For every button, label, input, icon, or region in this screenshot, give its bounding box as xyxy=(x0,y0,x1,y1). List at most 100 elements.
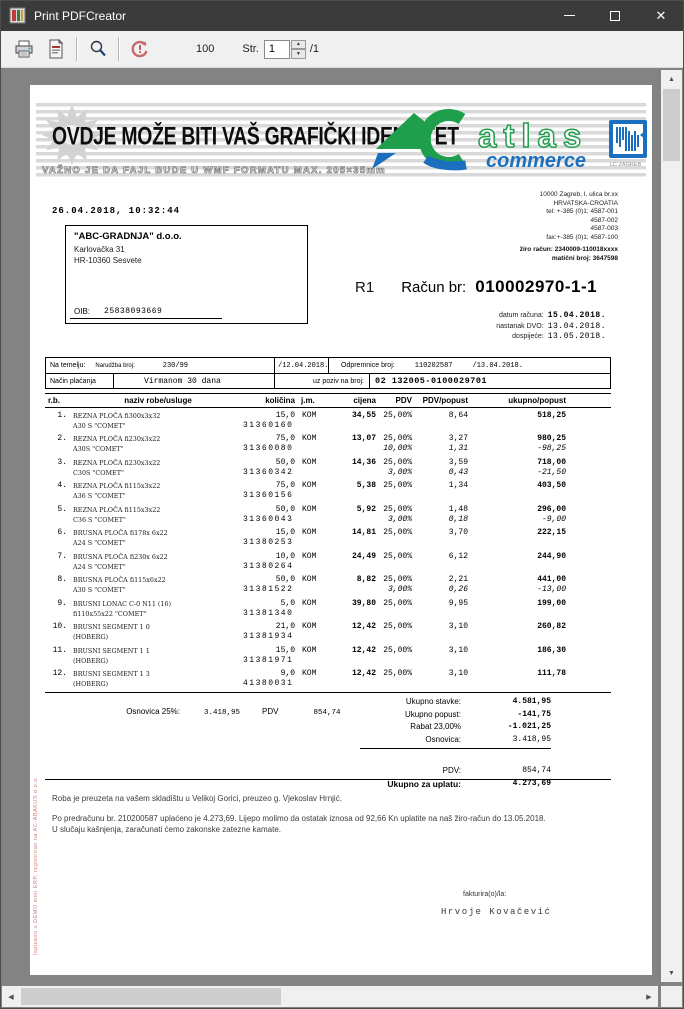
minimize-icon xyxy=(563,15,575,16)
totals-value: -1.021,25 xyxy=(507,722,551,732)
item-pdv-amount: 3,10 xyxy=(448,622,468,631)
invoice-date-row: nastanak DVO: 13.04.2018. xyxy=(496,322,606,333)
seller-address-line: HRVATSKA-CROATIA xyxy=(553,199,618,207)
scroll-left-icon[interactable]: ◀ xyxy=(2,986,20,1007)
print-button[interactable] xyxy=(12,37,36,61)
item-discount-amount xyxy=(412,632,468,642)
grand-total-rule xyxy=(45,779,611,780)
minimize-button[interactable] xyxy=(546,0,592,31)
table-row: 12. BRUSNI SEGMENT 1 3 9,0 KOM 12,42 25,00% 3,… xyxy=(45,667,611,691)
table-row: 6. BRUSNA PLOČA fi178x 6x22 15,0 KOM 14,81 25… xyxy=(45,526,611,550)
item-total: 441,00 xyxy=(537,575,566,584)
item-price: 14,36 xyxy=(351,457,376,467)
header-naziv: naziv robe/usluge xyxy=(124,396,192,405)
note-paragraph: Po predračunu br. 210200587 uplaćeno je … xyxy=(52,813,546,823)
item-jm: KOM xyxy=(302,528,317,537)
item-main-line: 12. BRUSNI SEGMENT 1 3 9,0 KOM 12,42 25,00% 3,… xyxy=(45,669,611,679)
magnifier-icon xyxy=(90,40,106,57)
item-discount-pdv xyxy=(376,632,412,642)
item-discount-amount xyxy=(412,562,468,572)
item-pdv-amount: 3,10 xyxy=(448,669,468,678)
item-main-line: 5. REZNA PLOČA fi115x3x22 50,0 KOM 5,92 25,00… xyxy=(45,505,611,515)
print-datetime: 26.04.2018, 10:32:44 xyxy=(52,206,181,216)
item-name: BRUSNI LONAC C-0 N11 (16) xyxy=(73,599,172,608)
item-rb: 2. xyxy=(57,434,67,443)
seller-address: 10000 Zagreb, I. ulica br.xx HRVATSKA-CRO… xyxy=(540,191,618,242)
vertical-scrollbar[interactable]: ▲ ▼ xyxy=(661,70,682,982)
odpremnica-date: /13.04.2018. xyxy=(472,361,523,370)
notes: Roba je preuzeta na vašem skladištu u Ve… xyxy=(52,794,604,836)
scroll-right-icon[interactable]: ▶ xyxy=(640,986,658,1007)
odpremnica-label: Odpremnice broj: xyxy=(341,362,395,369)
table-row: 2. REZNA PLOČA fi230x3x22 75,0 KOM 13,07 25,0… xyxy=(45,432,611,456)
item-total: 244,90 xyxy=(537,551,566,561)
item-discount-amount xyxy=(412,421,468,431)
item-qty: 75,0 xyxy=(275,481,295,490)
item-total: 260,82 xyxy=(537,622,566,631)
item-jm: KOM xyxy=(302,575,317,584)
item-discount-total xyxy=(468,491,566,501)
item-main-line: 1. REZNA PLOČA fi300x3x32 15,0 KOM 34,55 25,0… xyxy=(45,411,611,421)
page-spinner-up-icon[interactable]: ▲ xyxy=(290,39,306,49)
item-discount-pdv: 3,00% xyxy=(387,585,412,594)
item-discount-total xyxy=(468,562,566,572)
item-sub-line: A24 S "COMET" 31380264 xyxy=(45,562,611,572)
reference-row-payment: Način plaćanja Virmanom 30 dana uz poziv… xyxy=(46,373,610,388)
horizontal-scrollbar-thumb[interactable] xyxy=(21,988,281,1005)
seller-address-line: 4587-003 xyxy=(590,225,618,232)
item-discount-pdv: 3,00% xyxy=(387,514,412,524)
page-spinner-down-icon[interactable]: ▼ xyxy=(290,49,306,59)
export-pdf-button[interactable] xyxy=(44,37,68,61)
totals-row: Ukupno stavke: 4.581,95 xyxy=(311,696,551,709)
horizontal-scrollbar[interactable]: ◀ ▶ xyxy=(2,986,658,1007)
item-name: REZNA PLOČA fi230x3x22 xyxy=(73,435,161,443)
item-jm: KOM xyxy=(302,481,317,490)
invoice-number-row: R1 Račun br: 010002970-1-1 xyxy=(355,277,597,297)
invoice-date-row: dospijeće: 13.05.2018. xyxy=(496,332,606,343)
page-input[interactable] xyxy=(263,39,290,59)
item-price: 12,42 xyxy=(351,669,376,678)
item-discount-amount xyxy=(412,491,468,501)
item-pdv-amount: 1,34 xyxy=(448,481,468,490)
logo-triangle-icon xyxy=(376,113,424,149)
item-pdv-amount: 1,48 xyxy=(448,504,468,514)
item-rb: 11. xyxy=(52,645,67,655)
starburst-icon xyxy=(42,105,102,165)
item-discount-pdv xyxy=(376,562,412,572)
item-main-line: 11. BRUSNI SEGMENT 1 1 15,0 KOM 12,42 25,00% 3… xyxy=(45,646,611,656)
item-price: 12,42 xyxy=(351,622,376,631)
seller-address-line: fax:+-385 (0)1; 4587-100 xyxy=(546,233,618,241)
narudzba-date: /12.04.2018. xyxy=(274,358,328,373)
item-pdv-amount: 3,27 xyxy=(448,434,468,443)
vertical-scrollbar-thumb[interactable] xyxy=(663,89,680,161)
scroll-up-icon[interactable]: ▲ xyxy=(661,70,682,88)
totals-row: Ukupno popust: -141,75 xyxy=(311,709,551,722)
table-row: 3. REZNA PLOČA fi230x3x22 50,0 KOM 14,36 25,0… xyxy=(45,455,611,479)
item-discount-pdv xyxy=(376,609,412,619)
item-total: 186,30 xyxy=(537,645,566,655)
seller-address-line: 4587-002 xyxy=(590,216,618,224)
maximize-button[interactable] xyxy=(592,0,638,31)
item-code: 31380264 xyxy=(243,561,294,571)
item-subname: (HOBERG) xyxy=(73,656,109,665)
items-table-header: r.b. naziv robe/usluge količina j.m. cij… xyxy=(45,393,611,408)
item-sub-line: A30 S "COMET" 31381522 3,00% 0,26 -13,00 xyxy=(45,585,611,595)
table-row: 10. BRUSNI SEGMENT 1 0 21,0 KOM 12,42 25,00% 3… xyxy=(45,620,611,644)
invoice-number: 010002970-1-1 xyxy=(475,277,598,296)
refresh-button[interactable] xyxy=(128,37,152,61)
item-pdv-amount: 8,64 xyxy=(448,410,468,420)
zoom-button[interactable] xyxy=(86,37,110,61)
item-qty: 10,0 xyxy=(275,551,295,561)
item-qty: 15,0 xyxy=(275,410,295,420)
totals-row: PDV: 854,74 xyxy=(311,765,551,778)
oib-value: 25838093669 xyxy=(104,307,163,316)
item-discount-total xyxy=(468,632,566,642)
close-button[interactable]: ✕ xyxy=(638,0,684,31)
item-rb: 10. xyxy=(52,622,67,631)
item-total: 980,25 xyxy=(537,434,566,443)
item-main-line: 4. REZNA PLOČA fi115x3x22 75,0 KOM 5,38 25,00… xyxy=(45,481,611,491)
item-code: 31360342 xyxy=(243,467,294,477)
item-sub-line: A30 S "COMET" 31360160 xyxy=(45,421,611,431)
scroll-down-icon[interactable]: ▼ xyxy=(661,964,682,982)
item-discount-total xyxy=(468,609,566,619)
